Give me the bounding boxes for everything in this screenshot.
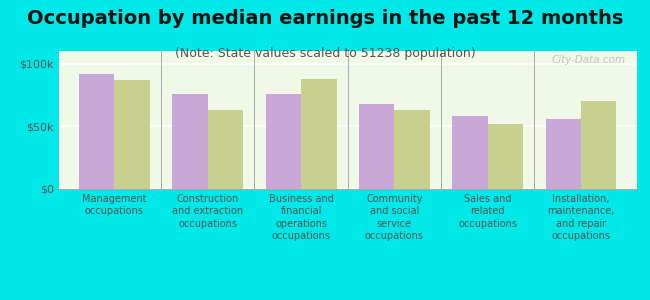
Bar	[266, 94, 301, 189]
Bar	[208, 110, 243, 189]
Bar	[301, 79, 337, 189]
Bar	[488, 124, 523, 189]
Bar	[545, 119, 581, 189]
Text: City-Data.com: City-Data.com	[551, 55, 625, 65]
Bar	[359, 104, 395, 189]
Bar	[452, 116, 488, 189]
Bar	[581, 101, 616, 189]
Bar	[114, 80, 150, 189]
Text: Occupation by median earnings in the past 12 months: Occupation by median earnings in the pas…	[27, 9, 623, 28]
Text: (Note: State values scaled to 51238 population): (Note: State values scaled to 51238 popu…	[175, 46, 475, 59]
Bar	[172, 94, 208, 189]
Bar	[395, 110, 430, 189]
Bar	[79, 74, 114, 189]
